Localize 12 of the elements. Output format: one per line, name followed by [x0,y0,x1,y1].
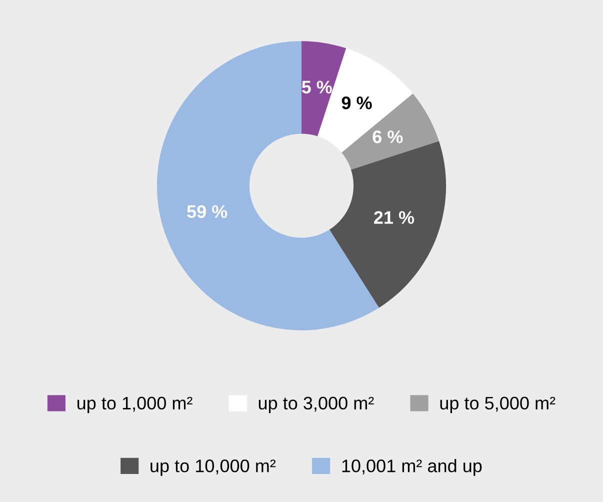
data-label: 5 % [302,80,332,94]
legend-label: up to 10,000 m² [150,460,276,476]
data-label: 59 % [187,205,228,218]
donut-slice [342,94,439,170]
donut-slice [318,48,413,153]
legend-label: up to 5,000 m² [440,396,556,414]
legend-label: up to 3,000 m² [258,396,374,414]
legend-label: 10,001 m² and up [342,459,482,476]
legend-label: up to 1,000 m² [77,396,192,414]
data-label: 9 % [342,96,372,110]
data-label: 6 % [372,130,403,144]
data-label: 21 % [374,211,414,224]
